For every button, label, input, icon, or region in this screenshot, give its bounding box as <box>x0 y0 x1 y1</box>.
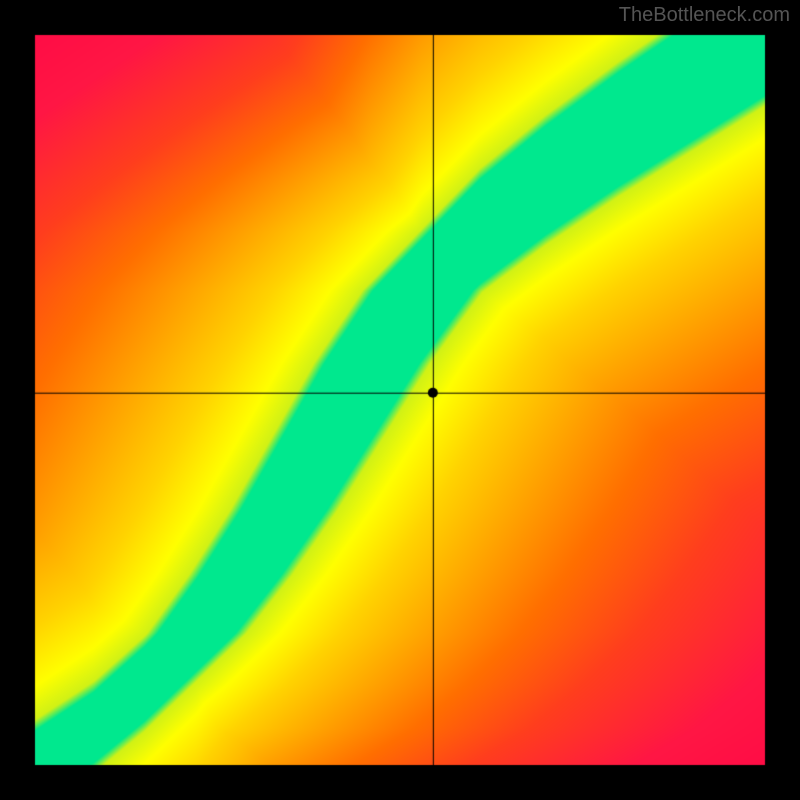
bottleneck-heatmap <box>0 0 800 800</box>
chart-container: TheBottleneck.com <box>0 0 800 800</box>
watermark-text: TheBottleneck.com <box>619 4 790 27</box>
